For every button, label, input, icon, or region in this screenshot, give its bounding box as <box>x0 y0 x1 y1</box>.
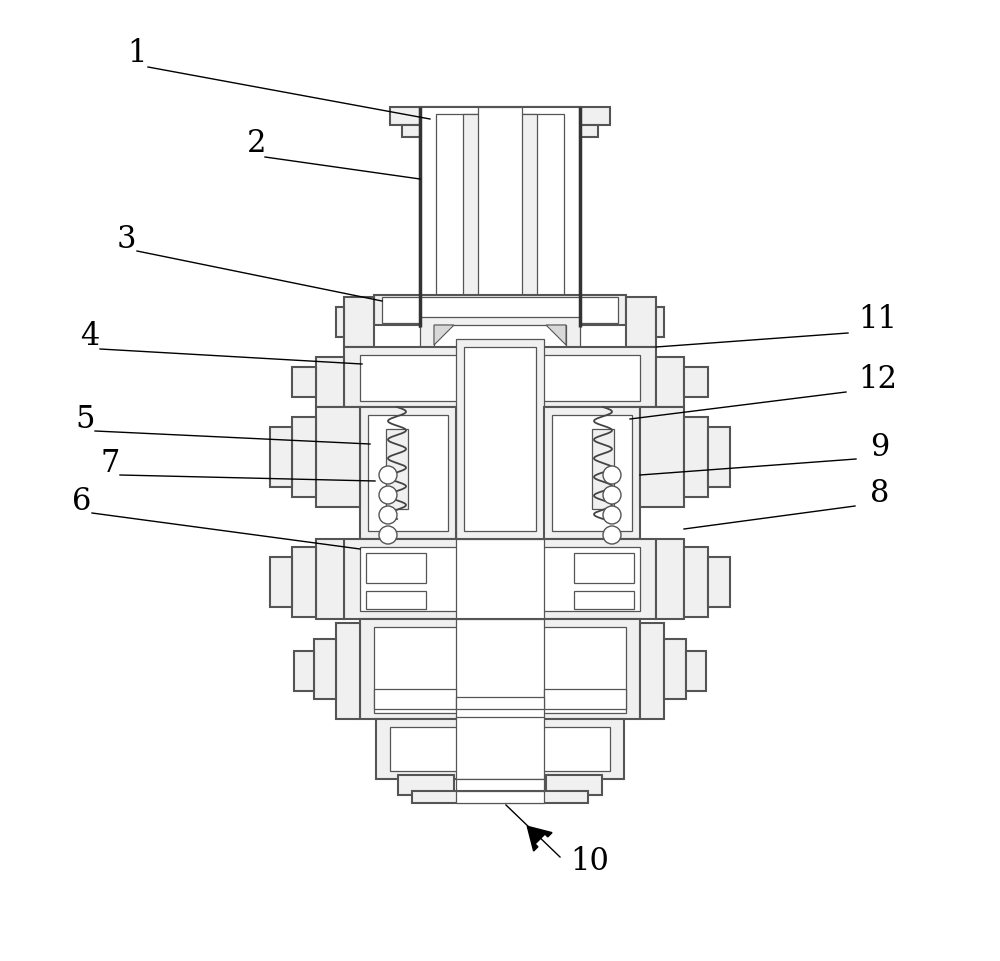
Bar <box>640 407 684 507</box>
Circle shape <box>603 527 621 545</box>
Bar <box>456 698 544 709</box>
Bar <box>292 368 316 398</box>
Bar <box>368 415 448 531</box>
Bar <box>360 407 456 539</box>
Text: 2: 2 <box>247 128 267 159</box>
Bar <box>376 719 624 779</box>
Bar <box>708 557 730 607</box>
Bar <box>684 548 708 617</box>
Bar <box>656 539 684 619</box>
Bar <box>344 348 656 407</box>
Text: 4: 4 <box>80 321 99 352</box>
Bar <box>390 108 610 126</box>
Circle shape <box>603 486 621 505</box>
Text: 1: 1 <box>127 38 147 69</box>
Bar <box>478 108 522 337</box>
FancyArrow shape <box>527 826 552 851</box>
Bar <box>382 298 618 324</box>
Bar <box>316 539 344 619</box>
Bar <box>664 639 686 700</box>
Bar <box>656 357 684 407</box>
Circle shape <box>379 466 397 484</box>
Bar <box>374 296 626 326</box>
Bar <box>366 554 426 583</box>
Bar <box>390 727 610 771</box>
Text: 6: 6 <box>72 485 91 516</box>
Bar <box>684 418 708 498</box>
Bar <box>336 624 360 719</box>
Bar <box>314 639 336 700</box>
Polygon shape <box>546 326 566 346</box>
Bar <box>574 554 634 583</box>
Text: 12: 12 <box>858 363 897 395</box>
Bar <box>294 652 314 691</box>
Bar <box>686 652 706 691</box>
Bar <box>456 779 544 795</box>
Circle shape <box>603 466 621 484</box>
Bar <box>456 791 544 803</box>
Bar <box>640 624 664 719</box>
Bar <box>456 339 544 539</box>
Bar <box>464 348 536 531</box>
Text: 5: 5 <box>75 404 95 434</box>
Bar <box>656 308 664 337</box>
Bar <box>386 430 408 509</box>
Bar <box>592 430 614 509</box>
Text: 10: 10 <box>570 845 609 876</box>
Bar <box>574 591 634 609</box>
Bar <box>544 689 626 709</box>
Bar <box>708 428 730 487</box>
Circle shape <box>603 506 621 525</box>
Bar <box>456 717 544 779</box>
Bar <box>412 791 588 803</box>
Bar <box>544 407 640 539</box>
Bar <box>316 357 344 407</box>
Bar <box>436 115 564 325</box>
Bar <box>456 619 544 719</box>
Circle shape <box>379 527 397 545</box>
Bar <box>316 407 360 507</box>
Circle shape <box>379 506 397 525</box>
Bar <box>344 298 374 348</box>
Text: 7: 7 <box>100 448 119 479</box>
Bar <box>626 298 656 348</box>
Polygon shape <box>434 326 454 346</box>
Bar <box>270 428 292 487</box>
Text: 8: 8 <box>870 478 889 508</box>
Bar <box>270 557 292 607</box>
Bar <box>374 628 626 713</box>
Text: 11: 11 <box>858 304 897 334</box>
Bar <box>420 108 580 328</box>
Text: 3: 3 <box>117 224 137 255</box>
Bar <box>366 591 426 609</box>
Bar <box>292 418 316 498</box>
Bar <box>344 539 656 619</box>
Bar <box>360 356 640 402</box>
Text: 9: 9 <box>870 431 889 462</box>
Bar <box>684 368 708 398</box>
Bar <box>552 415 632 531</box>
Bar <box>398 776 454 795</box>
Bar <box>546 776 602 795</box>
Circle shape <box>379 486 397 505</box>
Bar <box>434 326 566 361</box>
Bar <box>402 126 598 137</box>
Bar <box>420 318 580 365</box>
Bar <box>360 619 640 719</box>
Bar <box>456 539 544 619</box>
Bar <box>292 548 316 617</box>
Bar <box>463 115 537 333</box>
Bar <box>374 689 456 709</box>
Bar <box>360 548 640 611</box>
Bar <box>336 308 344 337</box>
